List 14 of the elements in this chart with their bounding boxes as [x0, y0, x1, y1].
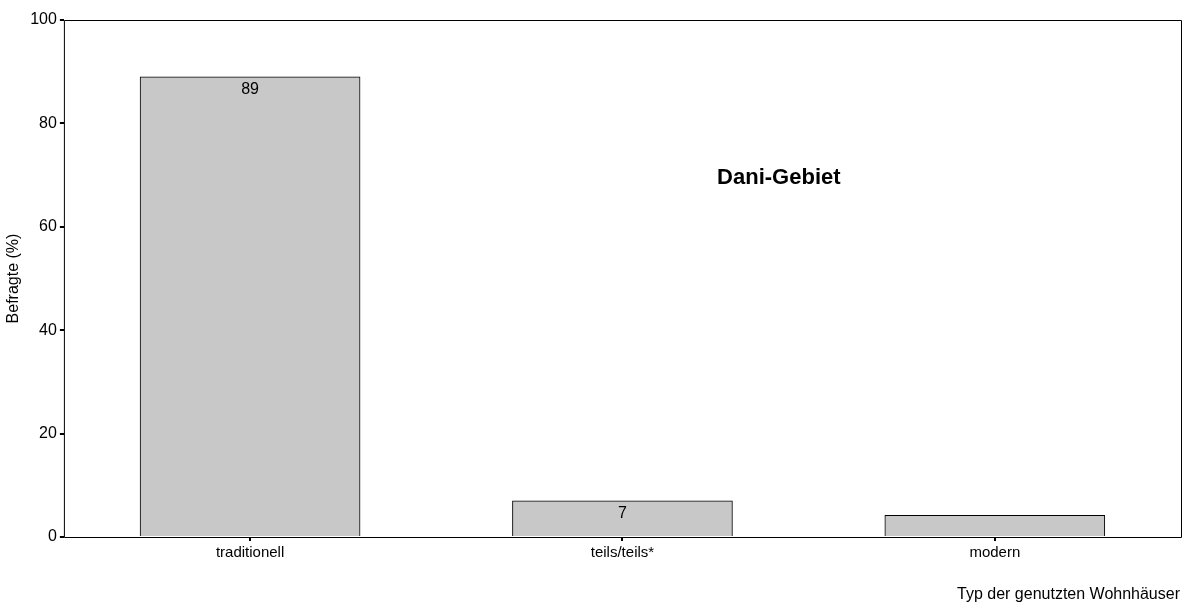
- y-tick-label: 0: [47, 527, 57, 545]
- data-label: 7: [617, 504, 627, 522]
- y-tick-label: 100: [30, 10, 57, 28]
- x-axis-title: Typ der genutzten Wohnhäuser: [957, 585, 1180, 603]
- text: Dani-Gebiet: [717, 163, 842, 189]
- x-tick-label: teils/teils*: [590, 543, 655, 561]
- data-label: 89: [241, 80, 260, 98]
- y-axis-title: Befragte (%): [4, 233, 22, 324]
- y-tick-label: 60: [39, 217, 57, 235]
- y-tick-label: 20: [39, 424, 57, 442]
- x-tick-label: modern: [969, 543, 1021, 561]
- y-tick-label: 40: [39, 320, 57, 338]
- y-tick-label: 80: [39, 113, 57, 131]
- x-tick-label: traditionell: [215, 543, 285, 561]
